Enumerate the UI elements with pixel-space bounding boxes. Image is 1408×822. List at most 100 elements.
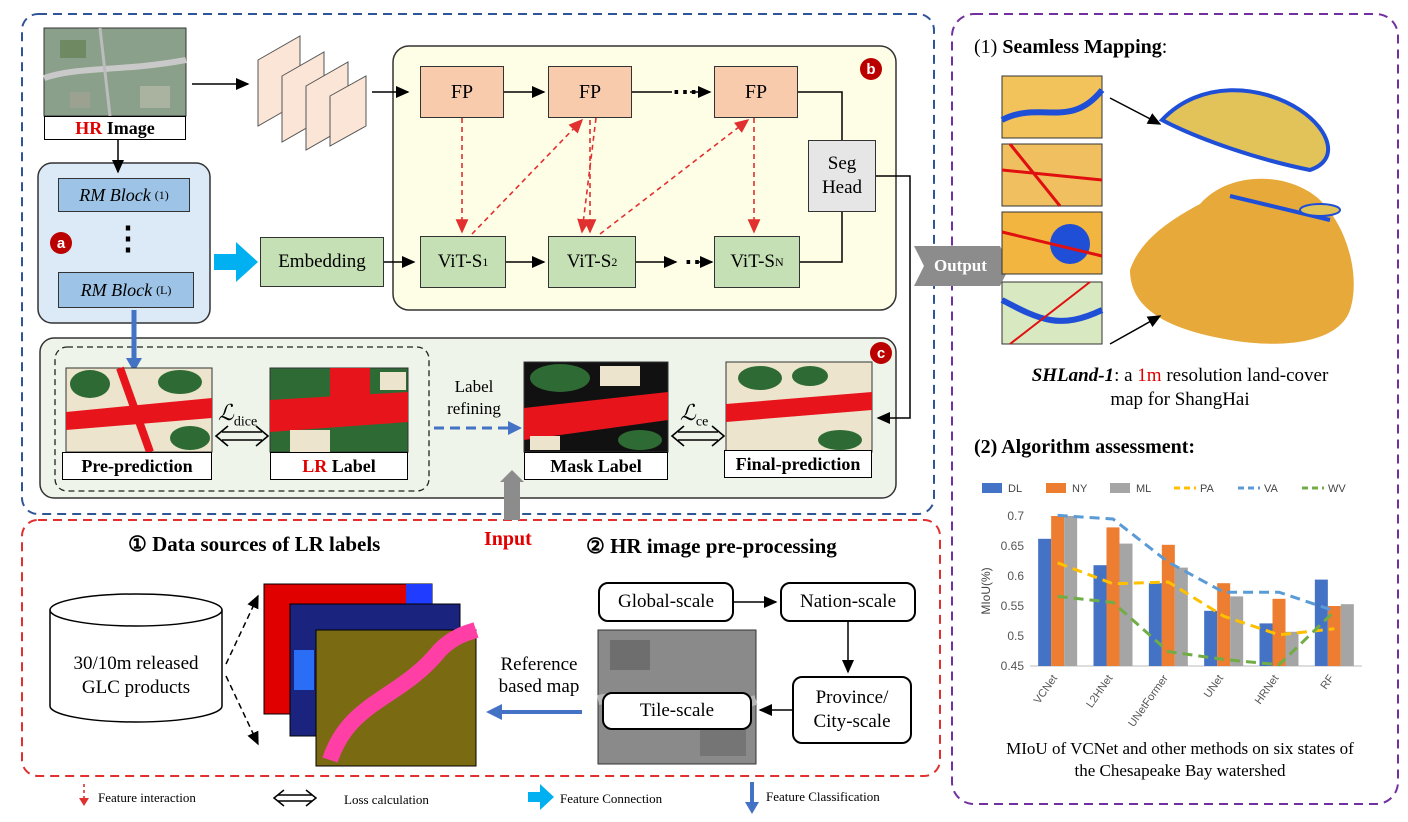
legend-label: WV — [1328, 483, 1346, 495]
nation-scale-box: Nation-scale — [780, 582, 916, 622]
bar-ny — [1106, 527, 1120, 666]
bar-ny — [1161, 544, 1175, 666]
rm-block-l-label: RM Block — [80, 279, 153, 300]
shanghai-map — [1130, 88, 1354, 344]
rm-block-l: RM Block (L) — [58, 272, 194, 308]
hr-text: HR — [75, 117, 103, 138]
lr-label-caption: LR Label — [270, 452, 408, 480]
x-tick-label: UNetFormer — [1126, 673, 1171, 730]
label-refining-line2: refining — [447, 399, 501, 418]
global-scale-box: Global-scale — [598, 582, 734, 622]
data-sources-title: ① Data sources of LR labels — [128, 532, 381, 556]
tile-scale-box: Tile-scale — [602, 692, 752, 730]
x-tick-label: L2HNet — [1084, 673, 1115, 710]
bar-ny — [1272, 598, 1286, 666]
vit-block-2: ViT-S 2 — [548, 236, 636, 288]
y-tick-label: 0.7 — [1007, 509, 1024, 523]
bar-dl — [1093, 565, 1107, 666]
vit-n-base: ViT-S — [730, 251, 775, 272]
shland-line2: map for ShangHai — [1110, 389, 1250, 410]
lr-text: LR — [302, 455, 328, 476]
fp-ellipsis: ⋯ — [672, 77, 698, 106]
glc-products-label: 30/10m released GLC products — [50, 652, 222, 700]
shland-b: resolution land-cover — [1161, 365, 1329, 386]
legend-label: DL — [1008, 483, 1022, 495]
x-tick-label: HRNet — [1253, 673, 1282, 707]
badge-b: b — [860, 58, 882, 80]
legend-label: PA — [1200, 483, 1215, 495]
vit-1-base: ViT-S — [437, 251, 483, 272]
bar-dl — [1314, 579, 1328, 666]
shland-name: SHLand-1 — [1031, 365, 1115, 386]
legend-label: NY — [1072, 483, 1088, 495]
panel-c-inner — [54, 346, 430, 492]
seamless-colon: : — [1161, 36, 1168, 58]
bar-ml — [1340, 604, 1354, 666]
chart-caption-line2: the Chesapeake Bay watershed — [1074, 761, 1286, 780]
bar-ml — [1285, 631, 1299, 666]
miou-chart: DL NY ML PA VA WV 0.45 0.5 0.55 0.6 0.65 0.7 MIoU(%)… — [979, 483, 1362, 730]
y-tick-label: 0.6 — [1007, 569, 1024, 583]
legend-feature-interaction: Feature interaction — [98, 790, 196, 805]
loss-dice-sub: dice — [233, 414, 258, 430]
legend-label: ML — [1136, 483, 1151, 495]
legend-feature-classification: Feature Classification — [766, 789, 880, 804]
vit-2-sub: 2 — [611, 254, 618, 269]
bar-dl — [1148, 583, 1162, 666]
province-line2: City-scale — [813, 711, 891, 732]
vit-block-n: ViT-S N — [714, 236, 800, 288]
assessment-title: (2) Algorithm assessment: — [974, 436, 1196, 458]
bar-ml — [1174, 567, 1188, 666]
loss-ce-sub: ce — [695, 414, 709, 430]
x-tick-label: VCNet — [1032, 673, 1060, 706]
fp-block-n: FP — [714, 66, 798, 118]
reference-line2: based map — [498, 676, 580, 697]
bar-ml — [1119, 543, 1133, 666]
line-pa — [1057, 561, 1335, 637]
chart-caption-line1: MIoU of VCNet and other methods on six s… — [1006, 739, 1354, 758]
rm-block-1-label: RM Block — [79, 184, 151, 205]
province-scale-box: Province/ City-scale — [792, 676, 912, 744]
fp-block-2: FP — [548, 66, 632, 118]
hr-preprocess-title: ② HR image pre-processing — [586, 534, 837, 558]
final-prediction-thumb — [725, 361, 873, 453]
y-axis-label: MIoU(%) — [979, 567, 993, 614]
seamless-title: Seamless Mapping — [1002, 36, 1162, 58]
bar-dl — [1259, 623, 1273, 666]
output-frame — [951, 13, 1399, 805]
seg-head-line1: Seg — [827, 153, 857, 174]
x-tick-label: UNet — [1202, 673, 1226, 700]
legend-label: VA — [1264, 483, 1279, 495]
seamless-num: (1) — [974, 36, 1003, 58]
input-arrow — [500, 470, 524, 520]
province-line1: Province/ — [815, 687, 889, 708]
input-label: Input — [484, 528, 532, 550]
vit-n-sub: N — [774, 254, 784, 269]
glc-line1: 30/10m released — [73, 653, 199, 674]
bar-ny — [1051, 516, 1065, 666]
glc-cylinder — [49, 593, 223, 723]
chart-caption: MIoU of VCNet and other methods on six s… — [990, 738, 1370, 782]
mask-label-thumb — [523, 361, 669, 453]
lr-label-thumb — [269, 367, 409, 453]
embedding-block: Embedding — [260, 237, 384, 287]
seamless-mapping-title: (1) Seamless Mapping: — [974, 36, 1167, 59]
label-text: Label — [327, 455, 376, 476]
legend-swatch — [1110, 483, 1130, 493]
glc-line2: GLC products — [81, 677, 191, 698]
model-frame — [21, 13, 935, 515]
seg-head-block: Seg Head — [808, 140, 876, 212]
mask-label-caption: Mask Label — [524, 452, 668, 480]
bar-dl — [1038, 538, 1052, 666]
legend-swatch — [1046, 483, 1066, 493]
shland-a: : a — [1114, 365, 1138, 386]
bar-ml — [1064, 516, 1078, 666]
y-tick-label: 0.65 — [1001, 539, 1025, 553]
reference-line1: Reference — [500, 654, 578, 675]
vit-block-1: ViT-S 1 — [420, 236, 506, 288]
bar-dl — [1204, 610, 1218, 666]
shland-caption: SHLand-1: a 1m resolution land-cover map… — [1000, 364, 1360, 412]
vit-2-base: ViT-S — [566, 251, 612, 272]
legend-loss-calculation: Loss calculation — [344, 792, 429, 807]
seamless-map-tiles — [1000, 75, 1105, 345]
